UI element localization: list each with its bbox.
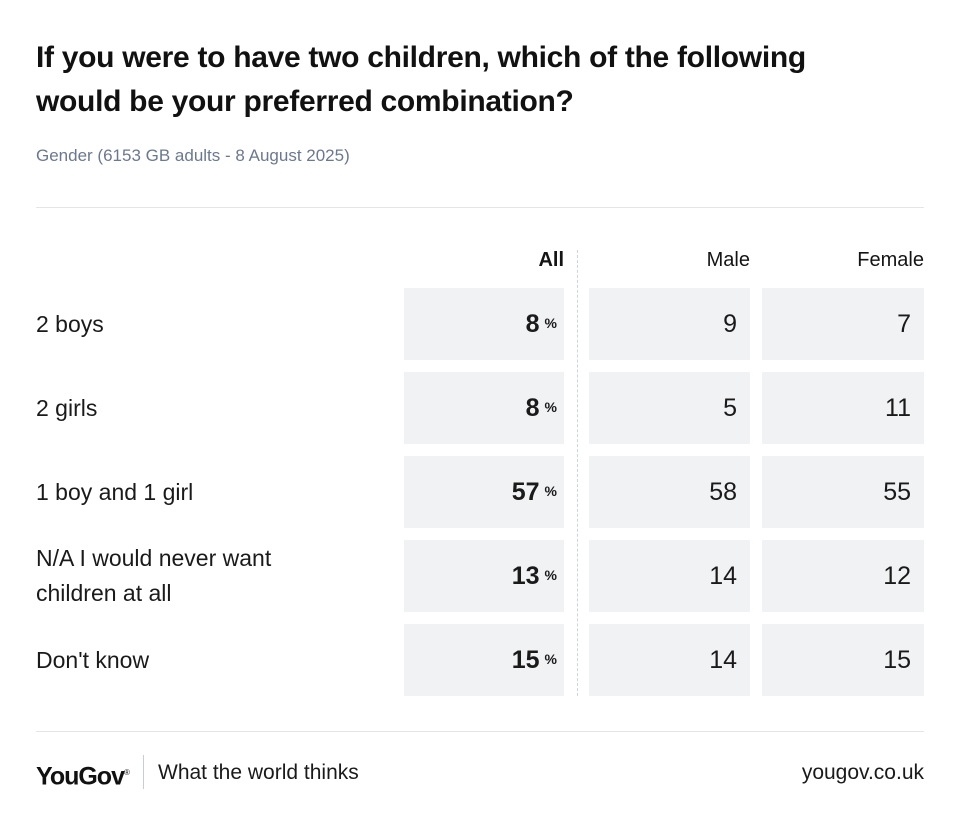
row-label-line: 2 boys xyxy=(36,310,104,337)
chart-subtitle: Gender (6153 GB adults - 8 August 2025) xyxy=(36,146,350,165)
cell-female: 11 xyxy=(762,372,924,444)
cell-all-value: 8 xyxy=(525,393,540,422)
yougov-logo: YouGov® xyxy=(36,757,130,791)
bottom-divider xyxy=(36,731,924,732)
cell-all-value: 8 xyxy=(525,309,540,338)
cell-male: 5 xyxy=(589,372,750,444)
column-header-male: Male xyxy=(706,249,750,271)
row-label-line: 1 boy and 1 girl xyxy=(36,478,194,505)
row-label: 2 boys xyxy=(36,288,376,360)
cell-all: 15% xyxy=(404,624,564,696)
cell-female: 15 xyxy=(762,624,924,696)
chart-title: If you were to have two children, which … xyxy=(36,36,916,124)
row-label: 1 boy and 1 girl xyxy=(36,456,376,528)
percent-sign: % xyxy=(544,315,557,331)
row-label: N/A I would never want children at all xyxy=(36,540,376,612)
cell-female: 12 xyxy=(762,540,924,612)
title-line-1: If you were to have two children, which … xyxy=(36,41,806,74)
cell-all: 8% xyxy=(404,372,564,444)
percent-sign: % xyxy=(544,651,557,667)
logo-text: YouGov xyxy=(36,762,125,791)
title-line-2: would be your preferred combination? xyxy=(36,85,574,118)
cell-all: 13% xyxy=(404,540,564,612)
cell-male: 58 xyxy=(589,456,750,528)
footer-separator xyxy=(143,755,144,789)
footer-url: yougov.co.uk xyxy=(801,761,924,784)
column-divider xyxy=(577,250,578,696)
cell-female: 55 xyxy=(762,456,924,528)
cell-male: 9 xyxy=(589,288,750,360)
footer-tagline: What the world thinks xyxy=(158,761,359,784)
logo-registered-mark: ® xyxy=(123,768,130,777)
cell-all-value: 57 xyxy=(511,477,540,506)
top-divider xyxy=(36,207,924,208)
cell-female: 7 xyxy=(762,288,924,360)
cell-male: 14 xyxy=(589,540,750,612)
cell-all-value: 13 xyxy=(511,561,540,590)
row-label: 2 girls xyxy=(36,372,376,444)
row-label: Don't know xyxy=(36,624,376,696)
percent-sign: % xyxy=(544,567,557,583)
row-label-line: children at all xyxy=(36,580,172,606)
row-label-line: N/A I would never want xyxy=(36,545,272,571)
cell-male: 14 xyxy=(589,624,750,696)
column-header-female: Female xyxy=(857,249,924,271)
column-header-all: All xyxy=(538,249,564,271)
row-label-line: Don't know xyxy=(36,646,150,673)
percent-sign: % xyxy=(544,483,557,499)
cell-all-value: 15 xyxy=(511,645,540,674)
row-label-line: 2 girls xyxy=(36,394,98,421)
cell-all: 8% xyxy=(404,288,564,360)
cell-all: 57% xyxy=(404,456,564,528)
percent-sign: % xyxy=(544,399,557,415)
